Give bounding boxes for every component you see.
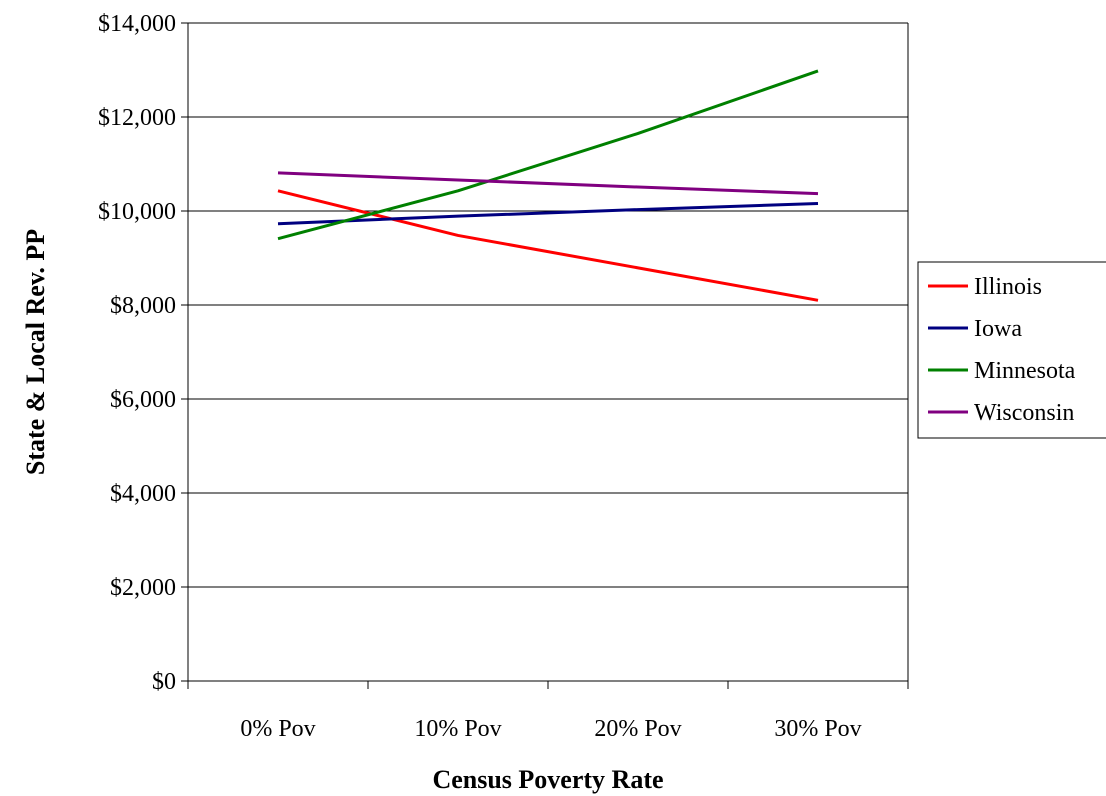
y-tick-label: $0 xyxy=(152,669,176,695)
y-tick-label: $10,000 xyxy=(98,199,176,225)
y-tick-label: $8,000 xyxy=(110,293,176,319)
legend-label-illinois: Illinois xyxy=(974,274,1042,300)
legend-label-wisconsin: Wisconsin xyxy=(974,400,1074,426)
y-tick-label: $14,000 xyxy=(98,11,176,37)
gridlines xyxy=(188,22,908,588)
legend-label-minnesota: Minnesota xyxy=(974,358,1076,384)
x-tick-label: 30% Pov xyxy=(774,716,861,742)
series-line-wisconsin xyxy=(277,171,819,196)
y-tick-label: $4,000 xyxy=(110,481,176,507)
series-line-iowa xyxy=(277,201,819,226)
legend: Illinois Iowa Minnesota Wisconsin xyxy=(917,261,1106,439)
x-axis-tick-labels: 0% Pov 10% Pov 20% Pov 30% Pov xyxy=(240,716,861,742)
legend-box xyxy=(917,261,1106,439)
series-line-minnesota xyxy=(277,69,819,241)
y-tick-label: $2,000 xyxy=(110,575,176,601)
axes xyxy=(181,22,909,689)
x-tick-label: 0% Pov xyxy=(240,716,315,742)
series-lines xyxy=(277,69,819,302)
y-axis-title: State & Local Rev. PP xyxy=(21,229,50,475)
x-tick-label: 10% Pov xyxy=(414,716,501,742)
x-tick-label: 20% Pov xyxy=(594,716,681,742)
x-axis-title: Census Poverty Rate xyxy=(432,765,663,794)
legend-label-iowa: Iowa xyxy=(974,316,1022,342)
series-line-illinois xyxy=(277,189,819,302)
y-tick-label: $12,000 xyxy=(98,105,176,131)
y-tick-label: $6,000 xyxy=(110,387,176,413)
y-axis-tick-labels: $0 $2,000 $4,000 $6,000 $8,000 $10,000 $12,000… xyxy=(98,11,176,695)
